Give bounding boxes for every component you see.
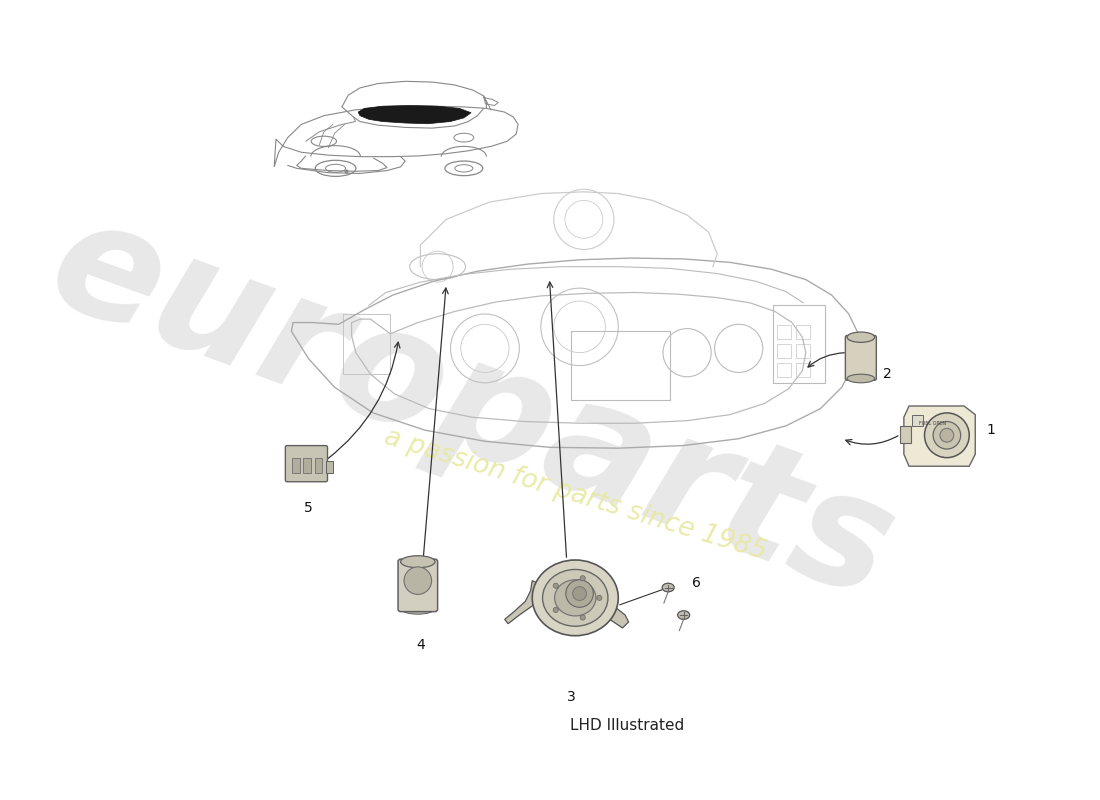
FancyBboxPatch shape — [398, 559, 438, 612]
Bar — [796, 363, 810, 377]
Polygon shape — [359, 106, 471, 124]
Circle shape — [404, 567, 431, 594]
Bar — [778, 363, 791, 377]
Text: a passion for parts since 1985: a passion for parts since 1985 — [381, 424, 770, 566]
Text: FUEL OPEN: FUEL OPEN — [918, 421, 946, 426]
Bar — [773, 306, 825, 382]
FancyBboxPatch shape — [285, 446, 328, 482]
Ellipse shape — [542, 570, 608, 626]
Polygon shape — [904, 406, 976, 466]
Ellipse shape — [402, 604, 434, 614]
Bar — [304, 458, 311, 473]
Text: 6: 6 — [692, 576, 701, 590]
FancyBboxPatch shape — [846, 335, 877, 380]
Circle shape — [573, 586, 586, 601]
Ellipse shape — [847, 332, 874, 342]
Bar — [796, 325, 810, 339]
Bar — [343, 314, 390, 374]
Text: 4: 4 — [416, 638, 425, 652]
Bar — [913, 415, 923, 426]
Text: europarts: europarts — [31, 185, 913, 633]
Polygon shape — [505, 581, 536, 624]
Text: 5: 5 — [305, 501, 312, 514]
Ellipse shape — [400, 556, 434, 568]
Text: LHD Illustrated: LHD Illustrated — [570, 718, 684, 733]
Ellipse shape — [847, 374, 874, 382]
Circle shape — [580, 576, 585, 581]
Circle shape — [940, 428, 954, 442]
Circle shape — [933, 422, 960, 449]
Circle shape — [565, 580, 593, 607]
Circle shape — [580, 615, 585, 620]
Text: 1: 1 — [987, 423, 996, 437]
Text: 3: 3 — [566, 690, 575, 704]
Ellipse shape — [554, 580, 596, 616]
Bar — [796, 344, 810, 358]
Bar — [901, 426, 911, 443]
Bar — [571, 331, 670, 400]
Ellipse shape — [532, 560, 618, 636]
Circle shape — [553, 583, 559, 588]
Bar — [315, 458, 322, 473]
Ellipse shape — [678, 610, 690, 619]
Circle shape — [597, 595, 602, 601]
Polygon shape — [609, 608, 628, 628]
Bar — [326, 461, 332, 473]
Ellipse shape — [662, 583, 674, 592]
Bar — [778, 344, 791, 358]
Circle shape — [553, 607, 559, 613]
Circle shape — [924, 413, 969, 458]
Bar — [778, 325, 791, 339]
Bar — [293, 458, 300, 473]
Text: 2: 2 — [883, 367, 892, 381]
